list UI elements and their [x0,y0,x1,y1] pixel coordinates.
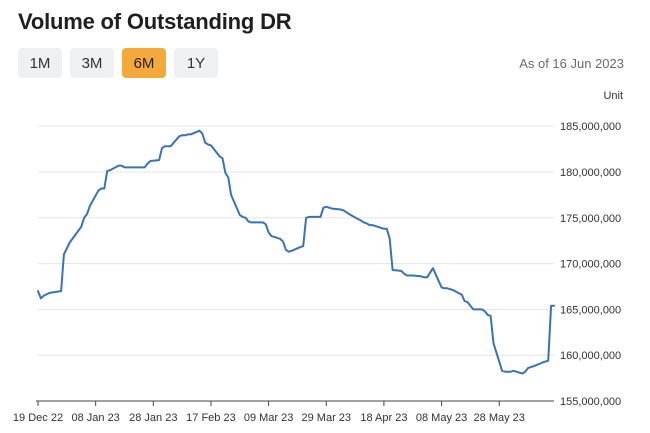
y-tick-label: 180,000,000 [560,167,621,179]
as-of-date: As of 16 Jun 2023 [519,56,624,71]
range-tab-1m[interactable]: 1M [18,48,62,78]
x-tick-label: 29 Mar 23 [302,412,352,424]
y-axis-labels: 155,000,000 160,000,000 165,000,000 170,000… [560,121,621,408]
series-layer [37,129,555,375]
y-tick-label: 185,000,000 [560,121,621,133]
range-tabs: 1M 3M 6M 1Y [18,48,218,78]
x-tick-label: 19 Dec 22 [13,412,63,424]
y-tick-label: 160,000,000 [560,350,621,362]
x-axis [36,400,554,406]
y-tick-label: 175,000,000 [560,213,621,225]
x-tick-label: 17 Feb 23 [186,412,236,424]
x-tick-label: 28 Jan 23 [129,412,177,424]
page-title: Volume of Outstanding DR [18,9,292,34]
series-line [37,129,555,375]
x-tick-label: 09 Mar 23 [244,412,294,424]
x-tick-label: 18 Apr 23 [360,412,407,424]
x-tick-label: 08 May 23 [416,412,467,424]
range-tab-1y[interactable]: 1Y [174,48,218,78]
range-tab-3m[interactable]: 3M [70,48,114,78]
x-tick-label: 28 May 23 [474,412,525,424]
grid-lines [38,125,554,356]
y-tick-label: 165,000,000 [560,304,621,316]
y-tick-label: 155,000,000 [560,396,621,408]
unit-label: Unit [603,90,623,102]
x-axis-labels: 19 Dec 22 08 Jan 23 28 Jan 23 17 Feb 23 09 M… [13,412,525,424]
y-tick-label: 170,000,000 [560,259,621,271]
x-tick-label: 08 Jan 23 [71,412,119,424]
range-tab-6m[interactable]: 6M [122,48,166,78]
